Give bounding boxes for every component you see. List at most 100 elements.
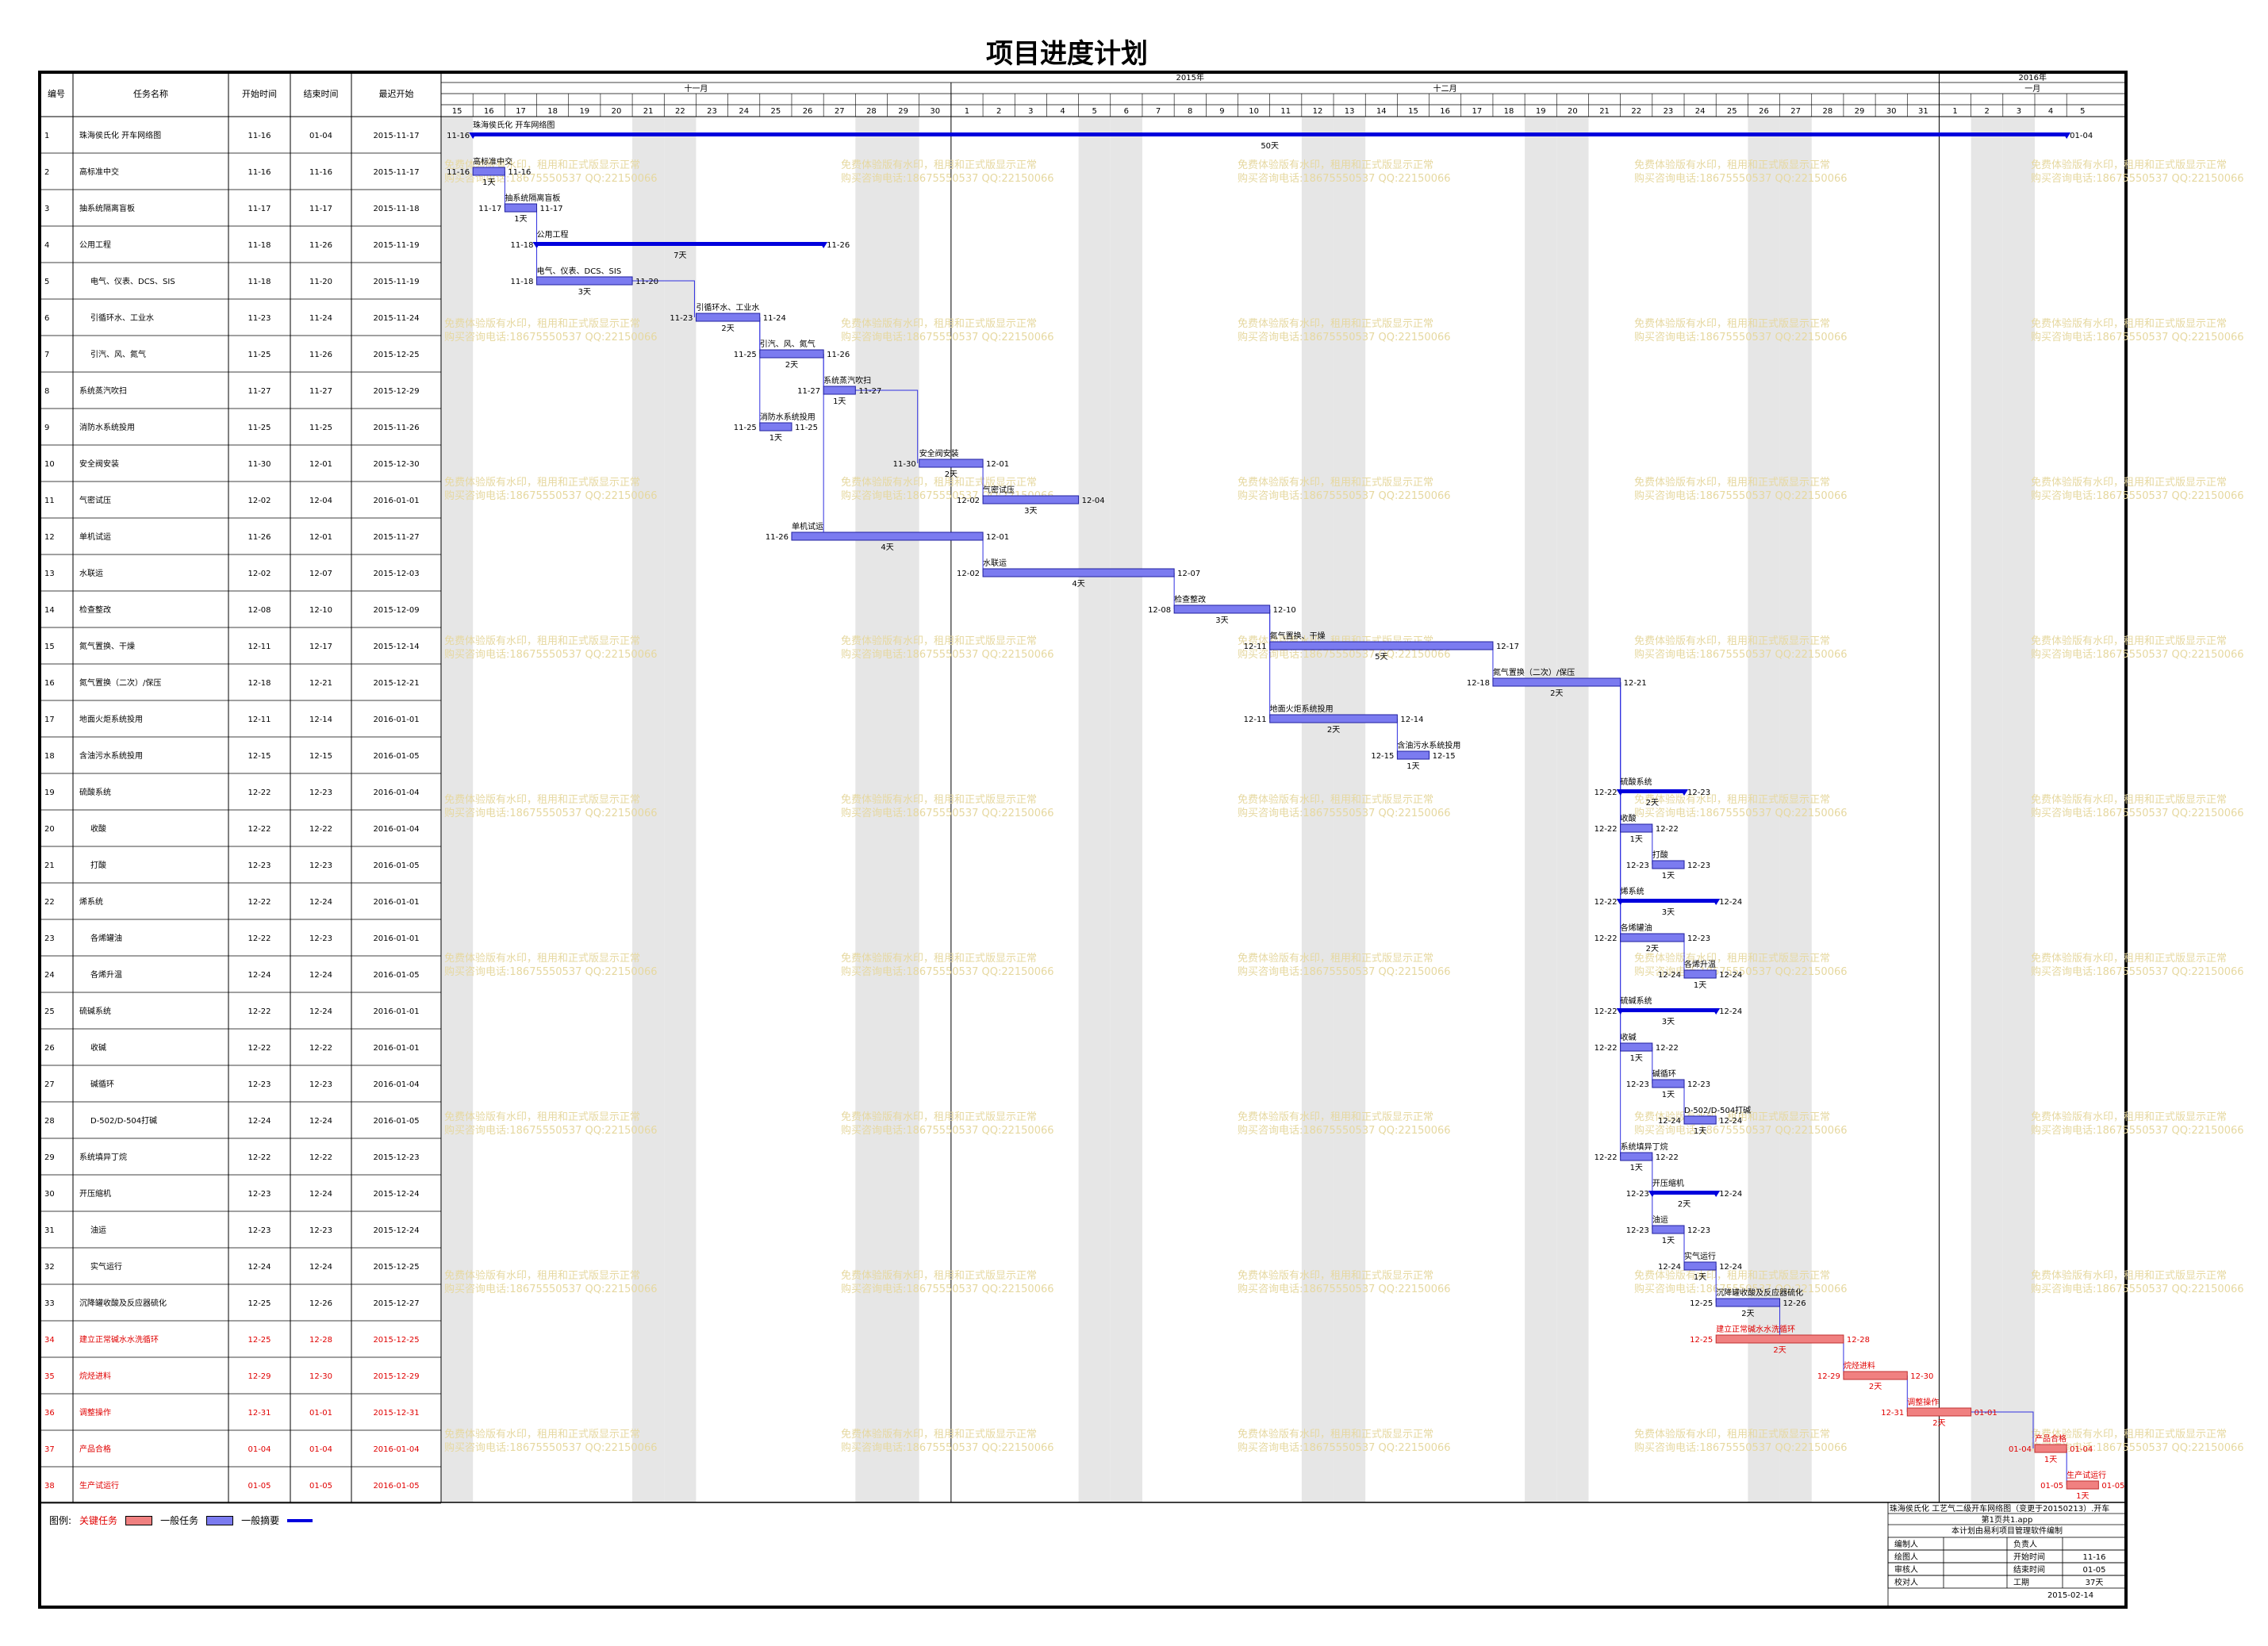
watermark-line2: 购买咨询电话:18675550537 QQ:22150066: [1238, 1124, 1451, 1137]
task-latest: 2015-12-23: [373, 1153, 419, 1162]
task-latest: 2015-12-09: [373, 606, 419, 615]
task-end: 12-23: [309, 1080, 332, 1089]
task-name: 硫酸系统: [79, 787, 111, 797]
task-start: 01-04: [248, 1445, 271, 1454]
bar-label: 收碱: [1621, 1032, 1637, 1042]
info-cell: 审核人: [1894, 1564, 1918, 1575]
bar-start-date: 12-23: [1626, 1080, 1649, 1089]
weekend-band: [1078, 117, 1111, 1502]
bar-end-date: 12-24: [1719, 971, 1742, 980]
task-id: 4: [44, 241, 49, 250]
watermark-line1: 免费体验版有水印，租用和正式版显示正常: [841, 1111, 1037, 1123]
watermark-line2: 购买咨询电话:18675550537 QQ:22150066: [2031, 648, 2244, 661]
bar-duration: 1天: [1406, 762, 1419, 771]
watermark-line1: 免费体验版有水印，租用和正式版显示正常: [444, 952, 640, 965]
task-name: 建立正常碱水水洗循环: [79, 1334, 159, 1345]
day-tick-label: 26: [803, 107, 813, 116]
bar: [982, 495, 1080, 505]
task-start: 12-08: [248, 606, 271, 615]
bar-start-date: 12-11: [1244, 643, 1267, 651]
bar-label: 硫酸系统: [1621, 777, 1652, 787]
task-id: 23: [44, 934, 55, 943]
task-id: 13: [44, 570, 55, 578]
watermark-line1: 免费体验版有水印，租用和正式版显示正常: [1634, 1111, 1830, 1123]
bar-label: 引汽、风、氮气: [760, 339, 815, 349]
task-id: 6: [44, 314, 49, 323]
bar-end-date: 12-23: [1687, 1226, 1710, 1235]
day-tick-label: 4: [1060, 107, 1065, 116]
task-id: 15: [44, 643, 55, 651]
task-latest: 2015-11-18: [373, 205, 419, 213]
task-id: 27: [44, 1080, 55, 1089]
bar-end-date: 12-07: [1177, 570, 1200, 578]
weekend-band: [1779, 117, 1812, 1502]
day-tick-label: 20: [612, 107, 622, 116]
task-id: 35: [44, 1372, 55, 1381]
task-name: 开压缩机: [79, 1188, 111, 1199]
task-latest: 2016-01-05: [373, 1482, 419, 1491]
task-latest: 2015-12-24: [373, 1190, 419, 1199]
legend-normal-swatch: [206, 1515, 234, 1525]
watermark-line1: 免费体验版有水印，租用和正式版显示正常: [444, 476, 640, 489]
bar-start-date: 12-11: [1244, 716, 1267, 724]
task-end: 12-10: [309, 606, 332, 615]
bar: [759, 349, 824, 359]
task-start: 12-24: [248, 1263, 271, 1272]
watermark-line1: 免费体验版有水印，租用和正式版显示正常: [841, 317, 1037, 330]
task-latest: 2015-11-17: [373, 132, 419, 140]
bar-start-date: 12-02: [957, 570, 980, 578]
task-name: 氮气置换、干燥: [79, 641, 135, 651]
task-id: 28: [44, 1117, 55, 1126]
bar-start-date: 11-18: [510, 278, 533, 286]
bar-duration: 1天: [1694, 1273, 1706, 1282]
bar: [1715, 1334, 1844, 1344]
bar: [1652, 1079, 1685, 1088]
bar-label: 各烯升温: [1684, 959, 1716, 969]
watermark-line1: 免费体验版有水印，租用和正式版显示正常: [2031, 1269, 2227, 1282]
bar-start-date: 12-22: [1595, 788, 1618, 797]
bar-end-date: 11-20: [635, 278, 658, 286]
task-start: 12-25: [248, 1336, 271, 1345]
bar-end-date: 11-17: [540, 205, 563, 213]
weekend-band: [855, 117, 888, 1502]
task-id: 17: [44, 716, 55, 724]
task-end: 01-04: [309, 1445, 332, 1454]
day-tick-label: 28: [1822, 107, 1832, 116]
task-start: 12-24: [248, 971, 271, 980]
watermark-line1: 免费体验版有水印，租用和正式版显示正常: [2031, 159, 2227, 171]
day-tick-label: 12: [1313, 107, 1323, 116]
bar-label: 碱循环: [1652, 1069, 1676, 1079]
watermark-line2: 购买咨询电话:18675550537 QQ:22150066: [1634, 1441, 1848, 1454]
bar-duration: 2天: [1550, 689, 1563, 698]
bar-duration: 3天: [1662, 908, 1675, 917]
bar-duration: 1天: [514, 215, 527, 224]
watermark-line1: 免费体验版有水印，租用和正式版显示正常: [1634, 1428, 1830, 1441]
bar-duration: 1天: [1630, 1054, 1643, 1063]
legend-label: 图例:: [49, 1515, 72, 1526]
bar: [1173, 604, 1271, 614]
bar-label: 引循环水、工业水: [696, 302, 759, 313]
bar-duration: 2天: [1646, 799, 1659, 808]
bar-start-date: 11-26: [766, 533, 789, 542]
task-start: 12-15: [248, 752, 271, 761]
bar-end-date: 12-22: [1656, 1153, 1679, 1162]
bar-label: 收酸: [1621, 813, 1637, 823]
watermark-line1: 免费体验版有水印，租用和正式版显示正常: [444, 1269, 640, 1282]
task-id: 26: [44, 1044, 55, 1053]
summary-start-marker: [532, 242, 541, 248]
task-end: 12-01: [309, 533, 332, 542]
bar-start-date: 12-23: [1626, 1226, 1649, 1235]
legend-normal-label: 一般任务: [160, 1515, 199, 1526]
